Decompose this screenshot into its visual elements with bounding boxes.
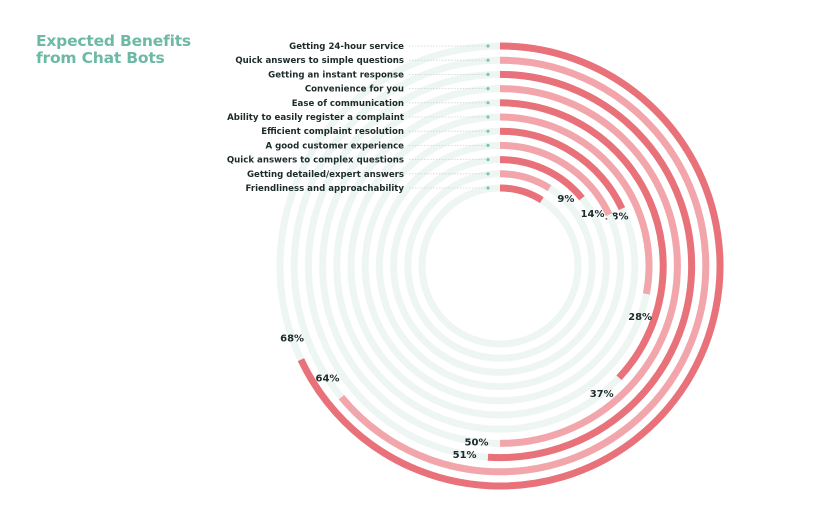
marker-dot <box>486 58 490 62</box>
marker-dot <box>486 72 490 76</box>
marker-dot <box>486 87 490 91</box>
value-label: 37% <box>590 389 614 400</box>
marker-dot <box>486 186 490 190</box>
marker-dot <box>486 158 490 162</box>
ring-bar <box>499 170 552 192</box>
ring-bar <box>499 184 544 204</box>
ring-bar <box>499 99 667 381</box>
category-label: A good customer experience <box>265 141 404 151</box>
marker-dot <box>486 44 490 48</box>
category-label: Ease of communication <box>292 99 404 109</box>
category-label: Efficient complaint resolution <box>261 127 404 137</box>
ring-track <box>418 184 582 348</box>
chart-title: Expected Benefits from Chat Bots <box>36 33 191 67</box>
category-label: Getting an instant response <box>268 70 404 80</box>
category-label: Convenience for you <box>305 85 404 95</box>
value-label: 18% <box>605 212 629 223</box>
ring-bar <box>487 70 696 462</box>
chart-title-line-1: Expected Benefits <box>36 32 191 50</box>
marker-dot <box>486 143 490 147</box>
ring-bar <box>338 56 710 476</box>
category-label: Friendliness and approachability <box>246 184 405 194</box>
ring-bar <box>499 156 585 201</box>
value-label: 68% <box>280 333 304 344</box>
marker-dot <box>486 129 490 133</box>
value-label: 14% <box>581 209 605 220</box>
marker-dot <box>486 172 490 176</box>
value-label: 51% <box>453 450 477 461</box>
ring-bar <box>499 141 613 217</box>
category-label: Getting 24-hour service <box>289 42 404 52</box>
category-label: Getting detailed/expert answers <box>247 170 404 180</box>
category-label: Quick answers to complex questions <box>227 156 404 166</box>
marker-dot <box>486 115 490 119</box>
value-label: 9% <box>557 194 574 205</box>
marker-dot <box>486 101 490 105</box>
value-label: 50% <box>465 437 489 448</box>
value-label: 28% <box>628 312 652 323</box>
ring-bar <box>499 113 653 295</box>
ring-bar <box>499 127 626 211</box>
category-label: Quick answers to simple questions <box>235 56 404 66</box>
value-label: 64% <box>316 374 340 385</box>
ring-bar <box>499 85 681 447</box>
chart-title-line-2: from Chat Bots <box>36 49 165 67</box>
ring-bar <box>297 42 724 490</box>
category-label: Ability to easily register a complaint <box>227 113 404 123</box>
